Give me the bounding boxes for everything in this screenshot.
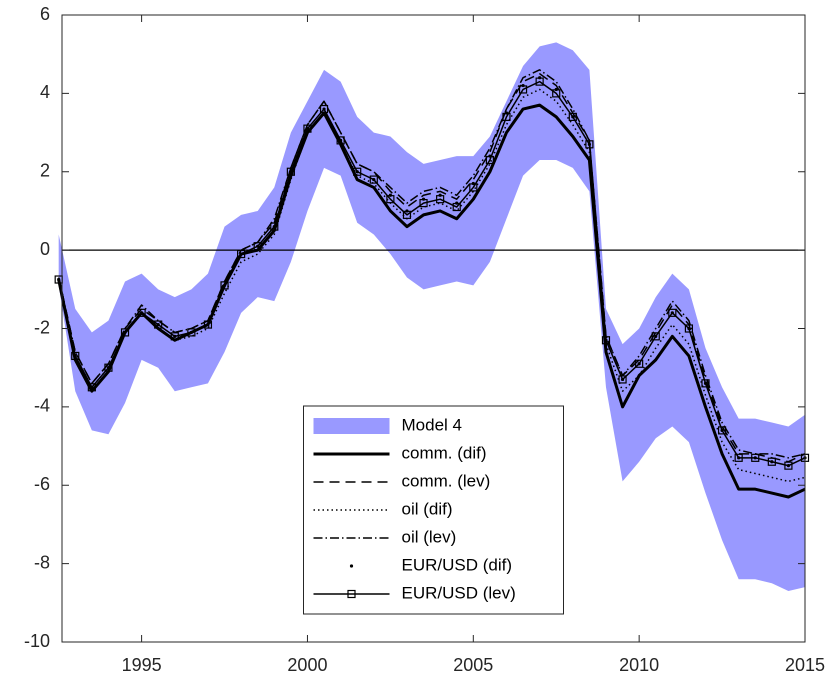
x-tick-label: 2010: [619, 655, 659, 675]
line: [57, 73, 806, 463]
marker: [154, 320, 163, 329]
marker: [419, 199, 428, 208]
marker: [270, 222, 279, 231]
marker: [137, 308, 146, 317]
marker: [120, 328, 130, 337]
marker: [452, 202, 461, 212]
marker: [518, 85, 528, 94]
marker: [618, 375, 627, 384]
x-tick-label: 1995: [122, 655, 162, 675]
marker: [552, 89, 561, 98]
legend-label: oil (dif): [402, 499, 453, 518]
legend-swatch: [313, 418, 390, 434]
marker: [701, 379, 710, 388]
marker: [253, 242, 262, 251]
marker: [386, 195, 395, 204]
marker: [684, 324, 694, 333]
marker: [767, 457, 776, 466]
marker: [203, 320, 213, 329]
marker: [535, 77, 544, 86]
marker: [668, 308, 677, 317]
marker: [336, 136, 345, 145]
legend-label: comm. (lev): [402, 471, 491, 490]
marker: [347, 589, 356, 599]
y-tick-label: 2: [40, 161, 50, 181]
line: [57, 80, 806, 467]
marker: [469, 183, 478, 192]
marker: [734, 453, 743, 462]
marker: [286, 167, 295, 176]
legend-label: EUR/USD (dif): [402, 555, 513, 574]
legend-label: Model 4: [402, 415, 462, 434]
marker: [585, 140, 594, 149]
marker: [568, 112, 577, 121]
marker: [220, 281, 229, 290]
marker: [601, 336, 611, 345]
marker: [651, 332, 660, 341]
marker: [303, 124, 312, 133]
marker: [635, 359, 644, 368]
legend-label: comm. (dif): [402, 443, 487, 462]
line: [57, 69, 806, 459]
y-tick-label: -6: [34, 474, 50, 494]
y-tick-label: 4: [40, 82, 50, 102]
marker: [87, 383, 96, 392]
line: [57, 103, 806, 499]
y-tick-label: -2: [34, 317, 50, 337]
marker: [187, 328, 196, 337]
legend-box: [303, 405, 564, 615]
marker: [319, 104, 329, 114]
y-tick-label: -10: [24, 631, 50, 651]
marker: [784, 461, 793, 470]
marker: [502, 112, 511, 121]
legend: Model 4 comm. (dif) comm. (lev) oil (dif) oi…: [303, 405, 564, 615]
legend-label: EUR/USD (lev): [402, 583, 516, 602]
x-tick-label: 2015: [785, 655, 825, 675]
y-tick-label: -4: [34, 396, 50, 416]
marker: [436, 195, 445, 204]
marker: [369, 175, 378, 184]
band: [58, 42, 805, 592]
marker: [104, 363, 113, 372]
y-tick-label: 6: [40, 4, 50, 24]
marker: [349, 564, 354, 568]
marker: [71, 351, 80, 361]
legend-label: oil (lev): [402, 527, 457, 546]
marker: [170, 332, 179, 341]
x-tick-label: 2005: [453, 655, 493, 675]
marker: [751, 453, 760, 462]
marker: [717, 426, 727, 435]
y-tick-label: -8: [34, 552, 50, 572]
marker: [353, 167, 362, 176]
marker: [402, 210, 412, 219]
marker: [237, 249, 246, 259]
x-tick-label: 2000: [287, 655, 327, 675]
y-tick-label: 0: [40, 239, 50, 259]
marker: [485, 155, 494, 165]
